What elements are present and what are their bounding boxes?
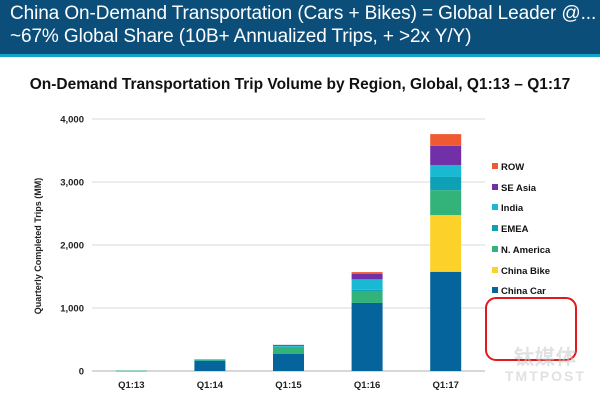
chart-title: On-Demand Transportation Trip Volume by … (29, 76, 571, 93)
header-accent-strip (0, 54, 600, 57)
bar-segment-n-america (430, 190, 462, 216)
legend-item: China Bike (492, 266, 550, 277)
bar-segment-n-america (115, 370, 147, 372)
legend-item: SE Asia (492, 183, 536, 194)
legend-swatch (492, 245, 498, 252)
y-tick-label: 0 (79, 367, 84, 378)
legend-label: SE Asia (501, 182, 537, 194)
y-tick-label: 2,000 (60, 241, 84, 252)
legend-label: China Bike (501, 265, 551, 277)
x-tick-label: Q1:17 (432, 380, 458, 391)
header-title-line-1: China On-Demand Transportation (Cars + B… (10, 3, 597, 24)
legend-swatch (492, 225, 498, 232)
watermark: 钛媒体 TMTPOST (505, 341, 586, 384)
bar-segment-row (351, 272, 383, 274)
watermark-cn: 钛媒体 (513, 347, 577, 369)
y-tick-label: 3,000 (60, 178, 84, 189)
y-tick-label: 4,000 (60, 115, 84, 126)
legend-label: N. America (501, 244, 551, 256)
bar-segment-se-asia (351, 273, 383, 280)
bar-segment-china-car (351, 302, 383, 371)
china-highlight-box (485, 297, 577, 361)
bar-segment-se-asia (273, 344, 304, 346)
legend-label: ROW (501, 162, 525, 173)
legend-swatch (492, 163, 498, 169)
bar-segment-n-america (194, 359, 226, 361)
bar-segment-n-america (273, 347, 304, 354)
legend-swatch (492, 204, 498, 211)
bar-segment-emea (430, 176, 462, 191)
x-tick-label: Q1:15 (275, 380, 302, 391)
bar-segment-india (430, 164, 462, 177)
legend-item: China Car (492, 286, 546, 297)
bar-segment-india (273, 345, 304, 347)
y-tick-label: 1,000 (60, 304, 84, 315)
header-title-line-2: ~67% Global Share (10B+ Annualized Trips… (10, 26, 472, 47)
bar-segment-emea (273, 346, 304, 348)
legend-swatch (492, 287, 498, 294)
legend-item: EMEA (492, 224, 528, 235)
x-tick-label: Q1:14 (197, 380, 224, 391)
bar-segment-india (351, 279, 383, 290)
bar-segment-china-bike (430, 215, 462, 272)
bar-segment-n-america (351, 290, 383, 303)
bar-segment-china-car (273, 353, 304, 371)
bar-segment-china-car (194, 360, 226, 371)
slide-header: China On-Demand Transportation (Cars + B… (0, 0, 600, 54)
legend-label: EMEA (501, 224, 529, 236)
legend-item: India (492, 203, 523, 214)
x-tick-label: Q1:13 (118, 380, 144, 391)
bar-segment-china-car (430, 271, 462, 371)
legend-label: China Car (501, 286, 546, 298)
bar-segment-emea (351, 289, 383, 291)
bar-segment-row (430, 134, 462, 146)
bar-segment-india (194, 359, 226, 361)
legend-swatch (492, 183, 498, 190)
bar-segment-se-asia (430, 145, 462, 165)
watermark-en: TMTPOST (505, 368, 586, 384)
legend-item: ROW (492, 162, 524, 173)
y-axis-label: Quarterly Completed Trips (MM) (33, 177, 43, 315)
legend-item: N. America (492, 245, 550, 256)
legend-label: India (501, 203, 524, 215)
legend-swatch (492, 266, 498, 273)
x-tick-label: Q1:16 (354, 380, 380, 391)
